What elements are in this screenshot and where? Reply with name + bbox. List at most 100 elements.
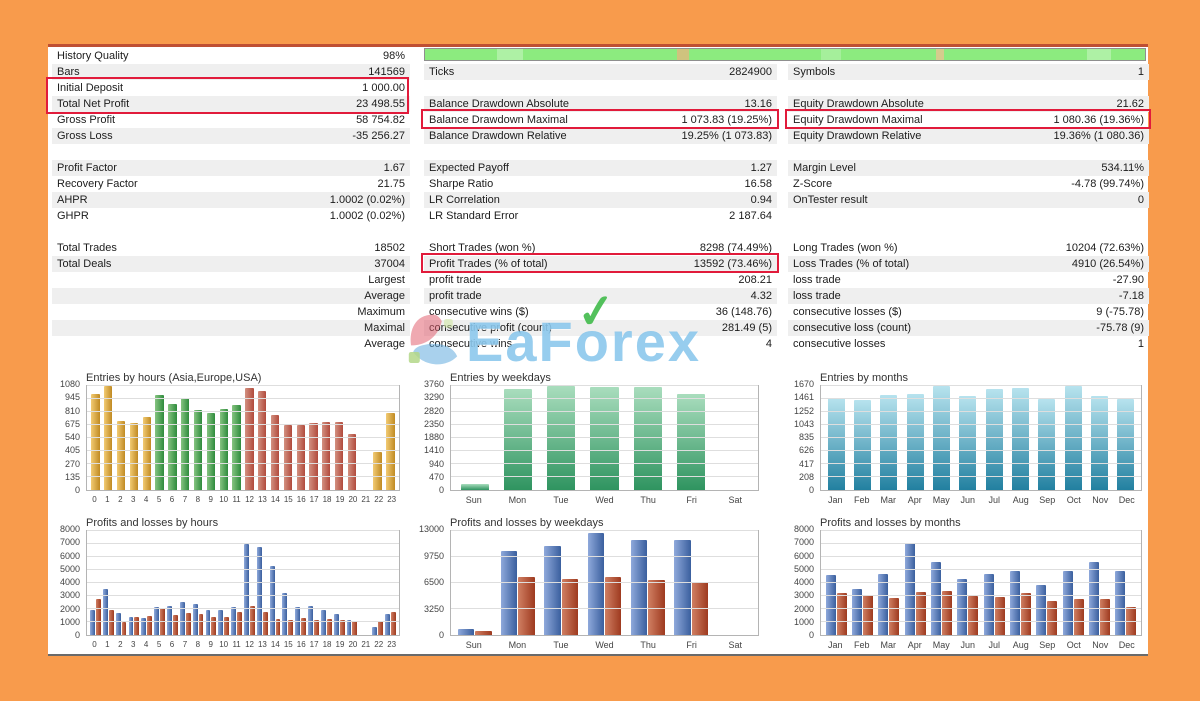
bar: [390, 611, 396, 635]
chart-plot-area: [820, 385, 1142, 491]
stat-label: AHPR: [57, 194, 88, 206]
stat-value: -7.18: [1118, 290, 1144, 302]
stat-row: Gross Profit 58 754.82: [52, 112, 410, 128]
progress-segment: [821, 49, 841, 60]
y-tick-label: 0: [74, 630, 80, 640]
bar: [219, 408, 228, 490]
bar: [904, 543, 915, 635]
stat-value: Average: [364, 290, 405, 302]
x-tick-label: 9: [208, 640, 213, 649]
bar: [275, 619, 281, 635]
y-tick-label: 1252: [793, 405, 814, 416]
y-tick-label: 4000: [793, 577, 814, 587]
bar: [827, 397, 845, 490]
stat-label: Initial Deposit: [57, 82, 124, 94]
bar: [270, 414, 280, 490]
x-tick-label: Oct: [1066, 640, 1081, 650]
bar: [1038, 398, 1056, 490]
x-tick-label: 17: [309, 495, 319, 504]
stat-row: consecutive wins ($) 36 (148.76): [424, 304, 777, 320]
bar: [386, 413, 395, 490]
x-tick-label: Aug: [1012, 640, 1029, 650]
stat-value: 19.25% (1 073.83): [681, 130, 772, 142]
stat-label: Profit Factor: [57, 162, 117, 174]
bar: [994, 597, 1005, 635]
bar: [283, 425, 292, 490]
x-tick-label: 23: [387, 640, 397, 649]
y-tick-label: 1880: [423, 432, 444, 442]
bar: [322, 421, 331, 490]
y-tick-label: 4000: [59, 577, 80, 587]
x-tick-label: 0: [92, 495, 97, 504]
bar: [1088, 562, 1099, 635]
stat-row: [424, 80, 777, 96]
stat-label: Total Net Profit: [57, 98, 130, 110]
bar: [630, 539, 648, 635]
stat-value: 13592 (73.46%): [693, 258, 772, 270]
chart-y-axis: 0 1000 2000 3000 4000 5000 6000 7000 8000: [56, 524, 83, 640]
bar: [224, 617, 230, 635]
chart-profits-losses-by-hours: Profits and losses by hours 0 1000 2000 300…: [56, 516, 406, 656]
stat-value: 36 (148.76): [715, 306, 772, 318]
stat-row: Bars 141569: [52, 64, 410, 80]
chart-title: Profits and losses by weekdays: [450, 517, 604, 529]
stat-value: 1.0002 (0.02%): [329, 194, 405, 206]
bar: [232, 404, 241, 490]
stat-label: consecutive wins: [429, 338, 513, 350]
bar: [258, 390, 267, 490]
x-tick-label: Mon: [508, 495, 527, 505]
y-tick-label: 1043: [793, 418, 814, 429]
stat-row: Total Trades 18502: [52, 240, 410, 256]
x-tick-label: 17: [309, 640, 319, 649]
y-tick-label: 1000: [59, 616, 80, 627]
x-tick-label: Mon: [508, 640, 527, 650]
x-tick-label: 20: [348, 495, 358, 504]
y-tick-label: 3000: [793, 590, 814, 601]
stat-row: AHPR 1.0002 (0.02%): [52, 192, 410, 208]
x-tick-label: 15: [283, 495, 293, 504]
y-tick-label: 810: [64, 405, 80, 416]
stat-row: Equity Drawdown Absolute 21.62: [788, 96, 1149, 112]
y-tick-label: 0: [808, 485, 814, 495]
x-tick-label: Aug: [1012, 495, 1029, 505]
stat-value: -4.78 (99.74%): [1071, 178, 1144, 190]
bar: [128, 617, 134, 635]
stat-row: consecutive profit (count) 281.49 (5): [424, 320, 777, 336]
bar: [932, 386, 951, 490]
bar: [503, 389, 532, 490]
x-tick-label: Thu: [640, 495, 656, 505]
y-tick-label: 3000: [59, 590, 80, 601]
stat-value: 21.75: [377, 178, 405, 190]
bar: [633, 386, 662, 490]
stat-value: 10204 (72.63%): [1065, 242, 1144, 254]
stat-label: consecutive wins ($): [429, 306, 529, 318]
stat-label: Bars: [57, 66, 80, 78]
x-tick-label: 8: [195, 640, 201, 649]
x-tick-label: Sun: [465, 640, 482, 650]
x-tick-label: 13: [257, 495, 267, 504]
y-tick-label: 417: [798, 458, 814, 469]
x-tick-label: 13: [257, 640, 267, 649]
y-tick-label: 0: [74, 485, 80, 495]
stat-row: Short Trades (won %) 8298 (74.49%): [424, 240, 777, 256]
x-tick-label: 3: [131, 640, 136, 649]
y-tick-label: 9750: [423, 550, 444, 561]
stat-label: Short Trades (won %): [429, 242, 536, 254]
x-tick-label: Sat: [728, 495, 743, 505]
stat-label: profit trade: [429, 290, 482, 302]
bar: [862, 594, 873, 635]
x-tick-label: 12: [245, 640, 254, 649]
bar: [211, 616, 217, 635]
stat-label: consecutive profit (count): [429, 322, 552, 334]
y-tick-label: 470: [428, 471, 444, 482]
stat-row: loss trade -27.90: [788, 272, 1149, 288]
x-tick-label: 9: [208, 495, 213, 504]
stat-row: profit trade 4.32: [424, 288, 777, 304]
x-tick-label: Wed: [595, 640, 614, 650]
stat-label: consecutive loss (count): [793, 322, 911, 334]
x-tick-label: 0: [92, 640, 97, 649]
stat-value: 0.94: [750, 194, 772, 206]
stat-value: 19.36% (1 080.36): [1053, 130, 1144, 142]
test-progress-bar: [424, 48, 1146, 61]
chart-title: Profits and losses by hours: [86, 517, 219, 529]
